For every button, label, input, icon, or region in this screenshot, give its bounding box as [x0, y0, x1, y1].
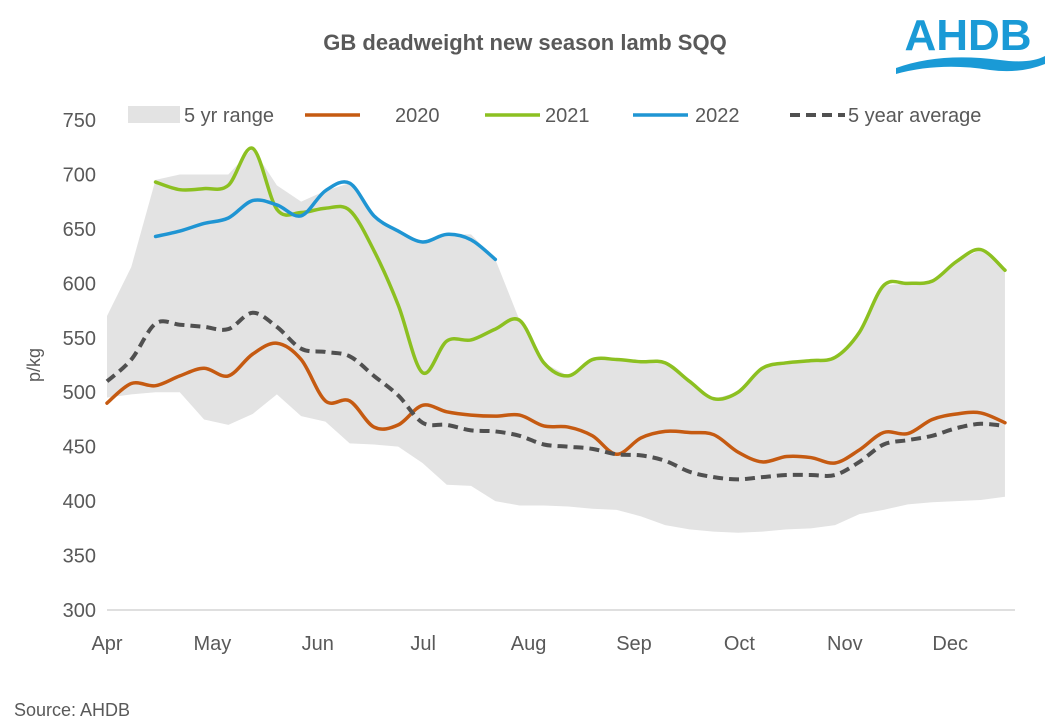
y-tick-label: 700: [63, 164, 96, 186]
y-axis-label: p/kg: [24, 348, 44, 382]
series-line-2021: [153, 146, 1007, 401]
y-tick-label: 500: [63, 382, 96, 404]
x-tick-label: Dec: [932, 633, 968, 655]
logo-text: AHDB: [904, 11, 1031, 60]
y-tick-label: 750: [63, 110, 96, 132]
y-tick-label: 650: [63, 219, 96, 241]
series-line-2020: [105, 341, 1007, 465]
series-line-2022: [153, 180, 498, 262]
logo-wave: [896, 56, 1045, 74]
legend-label: 2020: [395, 105, 440, 127]
chart-title: GB deadweight new season lamb SQQ: [323, 30, 726, 55]
x-tick-label: Jun: [302, 633, 334, 655]
ahdb-logo: AHDB: [896, 11, 1045, 74]
legend-label: 2021: [545, 105, 590, 127]
y-tick-label: 550: [63, 328, 96, 350]
x-tick-label: Jul: [410, 633, 436, 655]
source-note: Source: AHDB: [14, 700, 130, 720]
x-tick-label: Oct: [724, 633, 756, 655]
x-tick-label: Sep: [616, 633, 652, 655]
x-tick-label: May: [194, 633, 232, 655]
x-tick-label: Apr: [91, 633, 122, 655]
legend-label: 5 year average: [848, 105, 981, 127]
legend-label: 2022: [695, 105, 740, 127]
y-tick-label: 300: [63, 600, 96, 622]
y-tick-label: 400: [63, 491, 96, 513]
y-tick-label: 450: [63, 437, 96, 459]
range-band: [107, 148, 1005, 533]
y-tick-label: 600: [63, 273, 96, 295]
series-line-5-year-average: [105, 310, 1006, 482]
legend-label: 5 yr range: [184, 105, 274, 127]
x-tick-label: Aug: [511, 633, 547, 655]
legend-swatch: [128, 106, 180, 123]
y-tick-label: 350: [63, 546, 96, 568]
x-tick-label: Nov: [827, 633, 863, 655]
